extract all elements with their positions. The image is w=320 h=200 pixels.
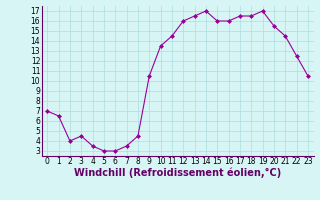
X-axis label: Windchill (Refroidissement éolien,°C): Windchill (Refroidissement éolien,°C) xyxy=(74,168,281,178)
